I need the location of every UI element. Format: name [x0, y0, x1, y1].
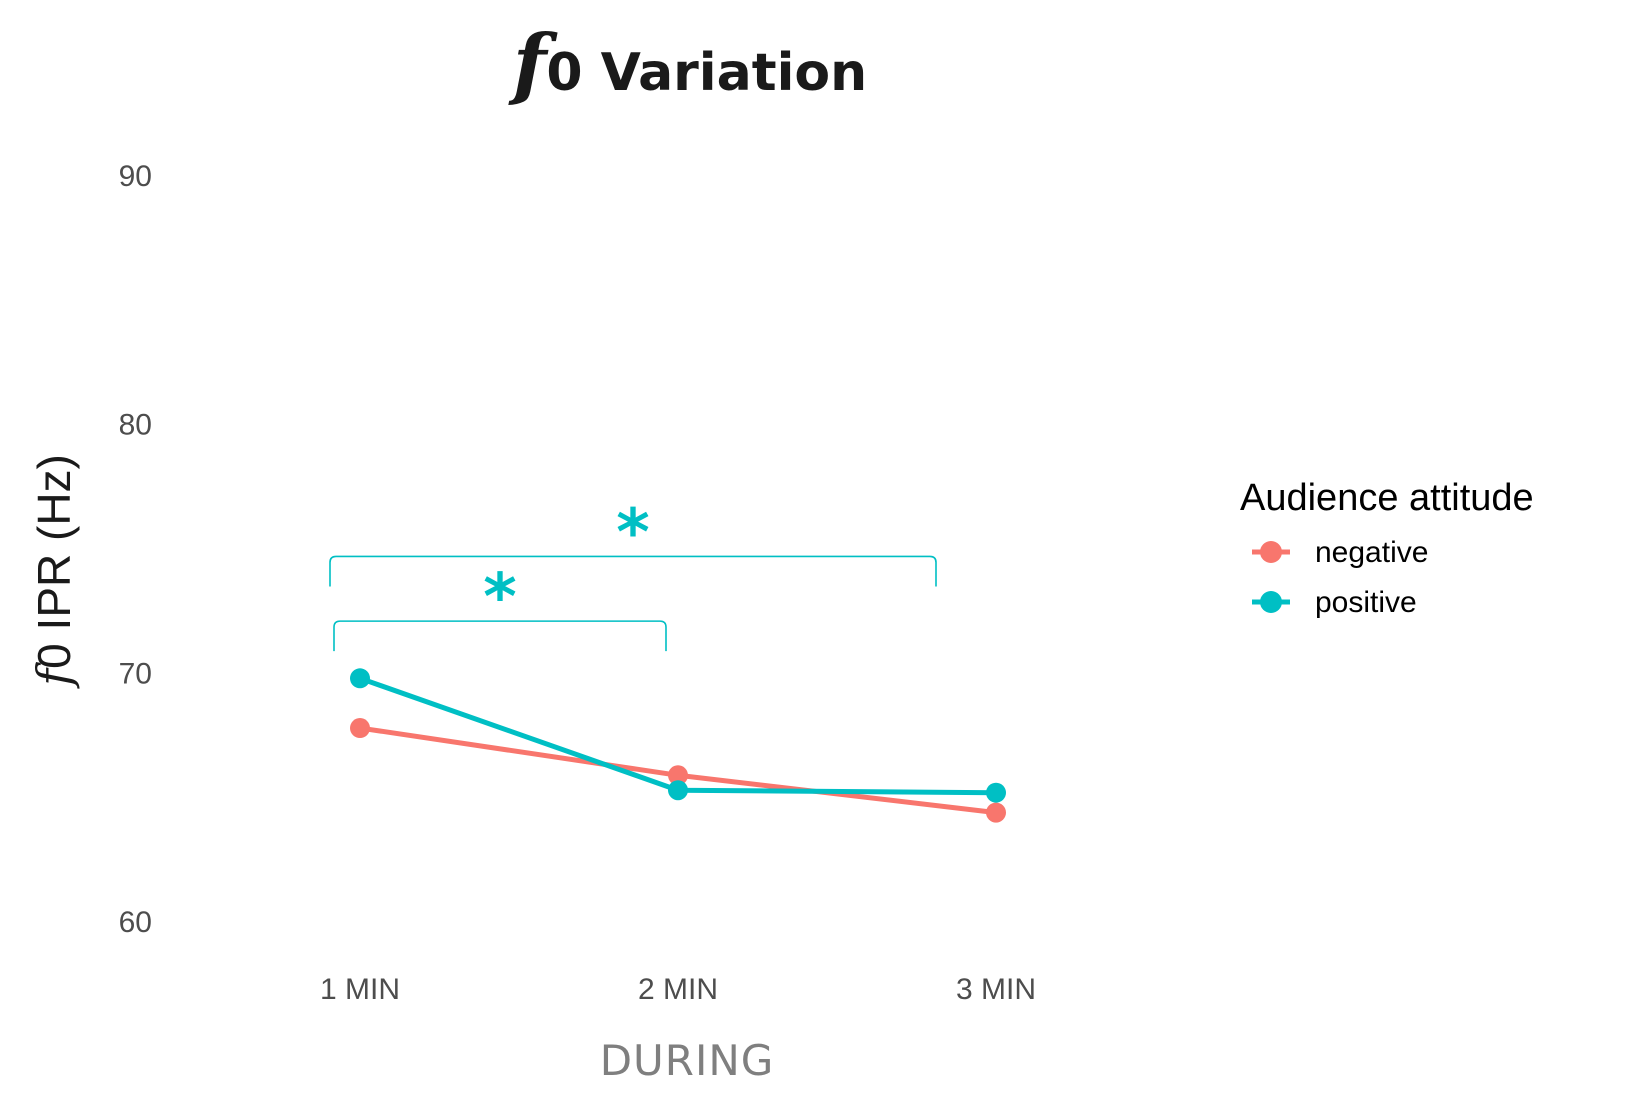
- significance-star: *: [616, 496, 649, 570]
- x-axis-label: DURING: [600, 1036, 775, 1085]
- y-tick-label: 70: [119, 657, 152, 690]
- significance-bracket: [333, 620, 667, 652]
- data-point-negative: [668, 765, 688, 786]
- data-point-negative: [986, 802, 1006, 823]
- significance-brackets: **: [329, 496, 937, 652]
- legend-key-marker: [1260, 541, 1282, 563]
- legend-key-marker: [1260, 591, 1282, 613]
- data-point-negative: [350, 718, 370, 739]
- chart-title: f0 Variation: [508, 18, 867, 109]
- series-points: [350, 668, 1006, 823]
- y-tick-label: 60: [119, 906, 152, 939]
- legend-title: Audience attitude: [1240, 477, 1534, 519]
- y-tick-label: 80: [119, 409, 152, 442]
- y-tick-label: 90: [119, 160, 152, 193]
- x-tick-label: 3 MIN: [956, 973, 1036, 1006]
- x-tick-label: 2 MIN: [638, 973, 718, 1006]
- significance-bracket: [329, 555, 937, 587]
- y-tick-labels: 60 70 80 90: [119, 160, 152, 939]
- x-tick-labels: 1 MIN 2 MIN 3 MIN: [320, 973, 1036, 1006]
- significance-star: *: [483, 561, 516, 635]
- legend-label-negative: negative: [1315, 536, 1428, 569]
- legend-label-positive: positive: [1315, 586, 1417, 619]
- data-point-positive: [350, 668, 370, 689]
- y-axis-label: f0 IPR (Hz): [27, 454, 81, 689]
- data-point-positive: [668, 780, 688, 801]
- data-point-positive: [986, 782, 1006, 803]
- legend: Audience attitude negative positive: [1240, 477, 1534, 619]
- chart-title-rest: 0 Variation: [546, 43, 867, 103]
- y-axis-label-rest: 0 IPR (Hz): [28, 454, 80, 669]
- x-tick-label: 1 MIN: [320, 973, 400, 1006]
